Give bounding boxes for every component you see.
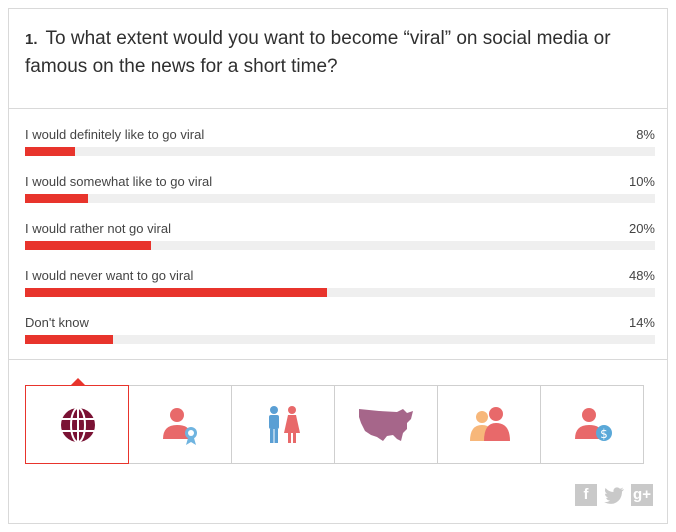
bar xyxy=(25,335,114,344)
divider xyxy=(9,108,667,109)
filter-tab-total[interactable] xyxy=(25,378,129,464)
two-people-icon xyxy=(470,407,510,441)
result-row: I would definitely like to go viral 8% xyxy=(25,127,655,167)
filter-tab-income[interactable]: $ xyxy=(540,385,644,464)
filter-tab-gender[interactable] xyxy=(231,385,335,464)
result-row: I would somewhat like to go viral 10% xyxy=(25,174,655,214)
share-links: f g+ xyxy=(575,484,653,506)
result-row: Don't know 14% xyxy=(25,315,655,355)
answer-label: I would never want to go viral xyxy=(25,268,194,283)
demographic-filter-tabs: $ xyxy=(25,378,653,464)
bar-track xyxy=(25,288,655,297)
filter-tab-ethnicity[interactable] xyxy=(437,385,541,464)
bar-track xyxy=(25,241,655,250)
bar xyxy=(25,241,151,250)
bar-track xyxy=(25,147,655,156)
us-map-icon xyxy=(359,409,413,441)
bar xyxy=(25,194,88,203)
twitter-share-button[interactable] xyxy=(603,484,625,506)
person-award-icon xyxy=(163,408,197,445)
male-female-icon xyxy=(269,406,300,443)
twitter-icon xyxy=(604,487,624,504)
filter-tab-age[interactable] xyxy=(128,385,232,464)
percent-label: 48% xyxy=(628,268,655,283)
poll-card: 1. To what extent would you want to becom… xyxy=(8,8,668,524)
answer-label: Don't know xyxy=(25,315,89,330)
facebook-share-button[interactable]: f xyxy=(575,484,597,506)
bar xyxy=(25,147,76,156)
svg-text:$: $ xyxy=(600,427,608,441)
answer-label: I would rather not go viral xyxy=(25,221,171,236)
percent-label: 10% xyxy=(628,174,655,189)
filter-tab-region[interactable] xyxy=(334,385,438,464)
percent-label: 14% xyxy=(628,315,655,330)
result-row: I would rather not go viral 20% xyxy=(25,221,655,261)
globe-icon xyxy=(61,407,95,443)
result-row: I would never want to go viral 48% xyxy=(25,268,655,308)
divider xyxy=(9,359,667,360)
googleplus-share-button[interactable]: g+ xyxy=(631,484,653,506)
percent-label: 8% xyxy=(636,127,655,142)
bar-track xyxy=(25,194,655,203)
answer-label: I would definitely like to go viral xyxy=(25,127,205,142)
percent-label: 20% xyxy=(628,221,655,236)
question-title: 1. To what extent would you want to becom… xyxy=(25,25,645,80)
question-text: To what extent would you want to become … xyxy=(25,28,611,77)
person-dollar-icon: $ xyxy=(575,408,612,441)
answer-label: I would somewhat like to go viral xyxy=(25,174,213,189)
bar-track xyxy=(25,335,655,344)
bar xyxy=(25,288,328,297)
question-number: 1. xyxy=(25,31,38,48)
